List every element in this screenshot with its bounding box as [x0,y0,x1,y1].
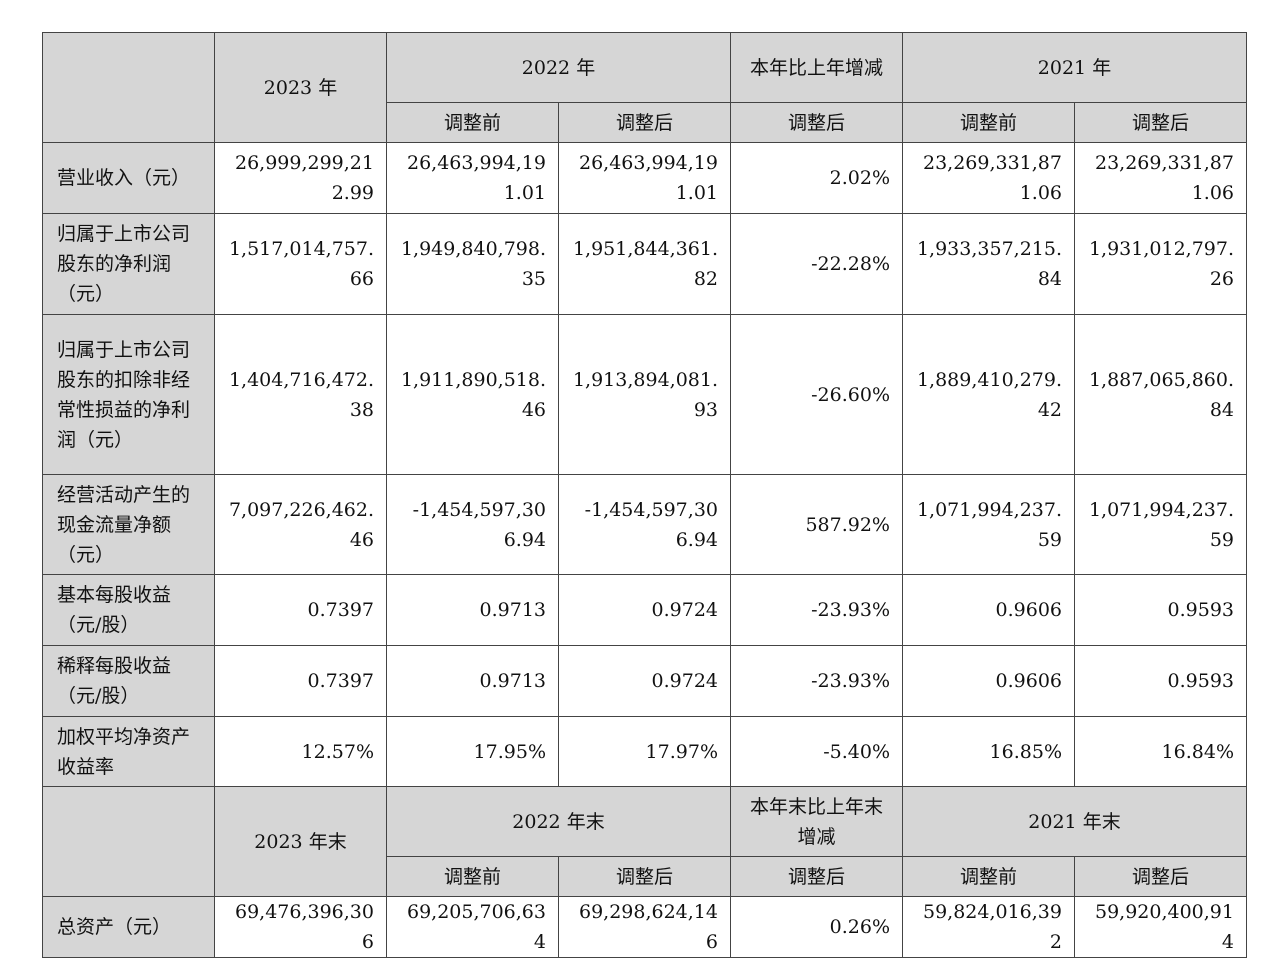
header-2021-before: 调整前 [902,856,1075,897]
table-row: 加权平均净资产收益率 12.57% 17.95% 17.97% -5.40% 1… [42,716,1247,787]
cell-2022-after: 1,913,894,081.93 [558,314,731,475]
cell-2021-after: 59,920,400,914 [1074,896,1247,958]
cell-2021-after: 0.9593 [1074,645,1247,717]
row-label: 经营活动产生的现金流量净额（元） [42,474,215,575]
cell-2023: 0.7397 [214,645,387,717]
table-row: 归属于上市公司股东的净利润（元） 1,517,014,757.66 1,949,… [42,213,1247,315]
cell-2022-after: 26,463,994,191.01 [558,142,731,214]
table-row: 经营活动产生的现金流量净额（元） 7,097,226,462.46 -1,454… [42,474,1247,575]
financial-indicators-table: 2023 年 2022 年 本年比上年增减 2021 年 调整前 调整后 调整后… [42,32,1247,958]
cell-2022-after: -1,454,597,306.94 [558,474,731,575]
header-2022-before: 调整前 [386,102,559,143]
header-2022-after: 调整后 [558,856,731,897]
cell-2022-before: 17.95% [386,716,559,787]
cell-2023: 1,404,716,472.38 [214,314,387,475]
table-row: 营业收入（元） 26,999,299,212.99 26,463,994,191… [42,142,1247,214]
cell-change: -26.60% [730,314,903,475]
cell-2021-before: 23,269,331,871.06 [902,142,1075,214]
cell-2021-before: 1,071,994,237.59 [902,474,1075,575]
table-row: 总资产（元） 69,476,396,306 69,205,706,634 69,… [42,896,1247,958]
cell-2021-before: 0.9606 [902,645,1075,717]
header-2023-end: 2023 年末 [214,786,387,897]
cell-2023: 1,517,014,757.66 [214,213,387,315]
header-change-after: 调整后 [730,102,903,143]
row-label: 加权平均净资产收益率 [42,716,215,787]
header-blank-cell [42,32,215,143]
cell-2022-after: 69,298,624,146 [558,896,731,958]
cell-2021-before: 1,889,410,279.42 [902,314,1075,475]
row-label: 营业收入（元） [42,142,215,214]
cell-2022-after: 1,951,844,361.82 [558,213,731,315]
cell-2022-before: 1,911,890,518.46 [386,314,559,475]
cell-2022-before: 0.9713 [386,645,559,717]
cell-2022-before: 69,205,706,634 [386,896,559,958]
cell-2023: 7,097,226,462.46 [214,474,387,575]
cell-2021-before: 0.9606 [902,574,1075,646]
cell-2021-before: 16.85% [902,716,1075,787]
header-2022-before: 调整前 [386,856,559,897]
header-row-top-2: 2023 年末 2022 年末 本年末比上年末增减 2021 年末 [42,786,1247,897]
row-label: 归属于上市公司股东的净利润（元） [42,213,215,315]
header-change: 本年比上年增减 [730,32,903,103]
cell-change: -22.28% [730,213,903,315]
cell-2021-after: 0.9593 [1074,574,1247,646]
cell-2021-after: 16.84% [1074,716,1247,787]
cell-2022-after: 17.97% [558,716,731,787]
cell-change: 0.26% [730,896,903,958]
cell-2022-before: -1,454,597,306.94 [386,474,559,575]
cell-2022-after: 0.9724 [558,574,731,646]
header-blank-cell [42,786,215,897]
header-2021-before: 调整前 [902,102,1075,143]
cell-2021-before: 1,933,357,215.84 [902,213,1075,315]
cell-2022-before: 0.9713 [386,574,559,646]
table-row: 稀释每股收益（元/股） 0.7397 0.9713 0.9724 -23.93%… [42,645,1247,717]
header-2021-end: 2021 年末 [902,786,1247,857]
header-2021: 2021 年 [902,32,1247,103]
row-label: 归属于上市公司股东的扣除非经常性损益的净利润（元） [42,314,215,475]
header-row-top: 2023 年 2022 年 本年比上年增减 2021 年 [42,32,1247,143]
header-row-sub: 调整前 调整后 调整后 调整前 调整后 [43,102,1247,143]
cell-2021-after: 1,887,065,860.84 [1074,314,1247,475]
header-2022-end: 2022 年末 [386,786,731,857]
cell-2022-before: 1,949,840,798.35 [386,213,559,315]
cell-2023: 12.57% [214,716,387,787]
cell-2023: 26,999,299,212.99 [214,142,387,214]
cell-change: -23.93% [730,574,903,646]
header-change-end: 本年末比上年末增减 [730,786,903,857]
header-change-after: 调整后 [730,856,903,897]
header-row-sub-2: 调整前 调整后 调整后 调整前 调整后 [43,856,1247,897]
table-row: 基本每股收益（元/股） 0.7397 0.9713 0.9724 -23.93%… [42,574,1247,646]
cell-2023-end: 69,476,396,306 [214,896,387,958]
cell-change: 587.92% [730,474,903,575]
cell-change: 2.02% [730,142,903,214]
cell-2022-before: 26,463,994,191.01 [386,142,559,214]
row-label: 基本每股收益（元/股） [42,574,215,646]
table-row: 归属于上市公司股东的扣除非经常性损益的净利润（元） 1,404,716,472.… [42,314,1247,475]
cell-change: -23.93% [730,645,903,717]
cell-2021-after: 23,269,331,871.06 [1074,142,1247,214]
header-2022: 2022 年 [386,32,731,103]
header-2021-after: 调整后 [1074,102,1247,143]
cell-2022-after: 0.9724 [558,645,731,717]
header-2021-after: 调整后 [1074,856,1247,897]
row-label: 总资产（元） [42,896,215,958]
cell-2023: 0.7397 [214,574,387,646]
cell-2021-after: 1,931,012,797.26 [1074,213,1247,315]
cell-2021-before: 59,824,016,392 [902,896,1075,958]
header-2023: 2023 年 [214,32,387,143]
cell-change: -5.40% [730,716,903,787]
row-label: 稀释每股收益（元/股） [42,645,215,717]
header-2022-after: 调整后 [558,102,731,143]
cell-2021-after: 1,071,994,237.59 [1074,474,1247,575]
